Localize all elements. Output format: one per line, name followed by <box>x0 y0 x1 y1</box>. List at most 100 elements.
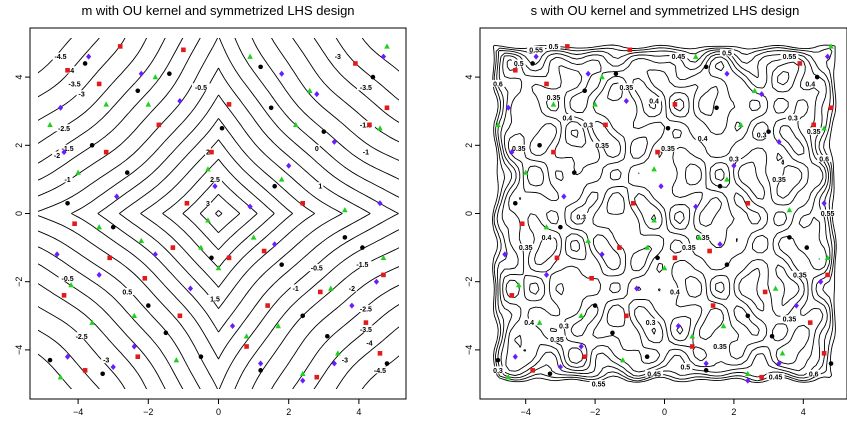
contour-line <box>162 158 275 269</box>
contour-label: -3.5 <box>69 81 81 88</box>
design-point-triangle <box>306 87 313 93</box>
design-point-triangle <box>103 101 109 107</box>
contour-label-bg <box>356 325 375 333</box>
contour-label-bg <box>76 90 87 98</box>
design-point-diamond <box>731 162 737 169</box>
contour-label-bg <box>658 144 677 152</box>
y-tick-label: −4 <box>14 345 24 355</box>
design-point-square <box>745 200 751 206</box>
design-point-square <box>710 303 716 308</box>
design-point-square <box>797 61 803 66</box>
design-point-triangle <box>380 254 387 261</box>
design-point-circle <box>582 88 587 94</box>
contour-label-bg <box>516 243 535 251</box>
design-point-square <box>617 245 622 250</box>
contour-label: 1 <box>318 184 322 191</box>
design-point-diamond <box>759 91 765 98</box>
design-point-triangle <box>543 224 550 230</box>
contour-label-bg <box>589 380 608 387</box>
design-point-triangle <box>720 323 727 329</box>
design-point-diamond <box>286 162 292 169</box>
contour-label-bg <box>356 304 375 312</box>
contour-label-bg <box>339 356 350 364</box>
design-point-square <box>72 221 77 227</box>
design-point-square <box>265 303 270 308</box>
design-point-circle <box>89 143 95 148</box>
design-point-square <box>317 289 323 295</box>
contour-label-bg <box>669 52 688 60</box>
design-point-diamond <box>380 53 387 60</box>
contour-label: -2 <box>349 286 355 293</box>
design-point-circle <box>272 183 277 189</box>
y-tick-label: −4 <box>464 345 474 355</box>
design-point-diamond <box>258 360 264 367</box>
design-point-diamond <box>110 363 116 370</box>
design-point-square <box>103 149 109 155</box>
design-point-diamond <box>512 353 518 360</box>
contour-label: 0.35 <box>713 344 727 351</box>
x-tick-label: 4 <box>801 407 806 417</box>
design-point-diamond <box>331 360 337 367</box>
contour-label: -3.5 <box>360 327 372 334</box>
x-tick-label: 2 <box>286 407 291 417</box>
design-point-diamond <box>793 302 799 309</box>
design-point-circle <box>370 74 376 80</box>
contour-label: 0.45 <box>769 375 783 382</box>
design-point-square <box>244 344 249 349</box>
design-point-triangle <box>250 234 257 240</box>
contour-label-bg <box>66 66 77 74</box>
design-point-diamond <box>717 241 723 248</box>
design-point-square <box>821 351 827 356</box>
design-point-square <box>381 272 386 278</box>
contour-label: 0.3 <box>583 122 593 129</box>
design-point-diamond <box>693 203 699 210</box>
design-point-triangle <box>696 234 702 240</box>
design-point-square <box>707 248 712 254</box>
contour-label: 0.35 <box>793 272 807 279</box>
design-point-circle <box>512 200 518 206</box>
contour-label-bg <box>547 335 566 343</box>
design-point-diamond <box>349 302 355 309</box>
design-point-square <box>377 351 383 356</box>
y-tick-label: −2 <box>14 277 24 287</box>
contour-label-bg <box>307 264 326 272</box>
contour-label-bg <box>527 45 546 53</box>
x-tick-label: −4 <box>521 407 531 417</box>
design-point-diamond <box>54 251 60 258</box>
design-point-circle <box>592 303 598 308</box>
contour-label-bg <box>290 284 301 292</box>
contour-label: 0.4 <box>542 235 552 242</box>
contour-label: 0.35 <box>772 177 786 184</box>
contour-label: 0.4 <box>670 289 680 296</box>
design-point-diamond <box>557 363 563 370</box>
contour-label-bg <box>818 209 837 217</box>
design-point-triangle <box>328 285 334 291</box>
contour-label: 0.4 <box>805 81 815 88</box>
contour-label: 0.55 <box>783 54 797 61</box>
contour-label-bg <box>546 42 561 50</box>
design-point-circle <box>167 71 172 76</box>
design-point-square <box>142 275 148 281</box>
contour-label: 0.35 <box>512 146 526 153</box>
contour-label: -2.5 <box>76 334 88 341</box>
design-point-circle <box>124 170 130 175</box>
design-point-square <box>630 200 636 206</box>
contour-label: 0.35 <box>783 317 797 324</box>
contour-label: -3 <box>78 92 84 99</box>
design-point-circle <box>610 330 615 336</box>
contour-label-bg <box>364 339 375 347</box>
contour-label-bg <box>490 366 505 374</box>
contour-label-bg <box>120 287 135 295</box>
design-point-diamond <box>724 70 730 77</box>
design-point-diamond <box>212 183 218 190</box>
y-tick-label: 4 <box>14 75 24 80</box>
design-point-circle <box>384 361 390 366</box>
design-point-circle <box>745 313 751 319</box>
contour-label: -4 <box>68 68 74 75</box>
contour-label: -1.5 <box>62 146 74 153</box>
design-point-triangle <box>724 176 730 182</box>
contour-label-bg <box>556 322 571 330</box>
contour-label-bg <box>204 199 211 207</box>
contour-label-bg <box>693 233 712 241</box>
contour-label-bg <box>72 332 91 340</box>
